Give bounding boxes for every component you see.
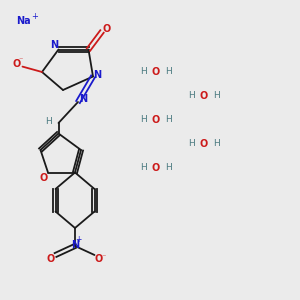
Text: H: H bbox=[165, 68, 172, 76]
Text: O: O bbox=[47, 254, 55, 264]
Text: O: O bbox=[102, 24, 110, 34]
Text: +: + bbox=[32, 12, 38, 21]
Text: H: H bbox=[140, 116, 147, 124]
Text: H: H bbox=[165, 116, 172, 124]
Text: H: H bbox=[213, 92, 220, 100]
Text: O: O bbox=[152, 115, 160, 125]
Text: O: O bbox=[95, 254, 103, 264]
Text: Na: Na bbox=[16, 16, 31, 26]
Text: N: N bbox=[93, 70, 102, 80]
Text: O: O bbox=[200, 91, 208, 101]
Text: ⁻: ⁻ bbox=[19, 55, 23, 64]
Text: O: O bbox=[12, 58, 21, 69]
Text: N: N bbox=[71, 239, 79, 250]
Text: H: H bbox=[188, 140, 195, 148]
Text: O: O bbox=[200, 139, 208, 149]
Text: ⁻: ⁻ bbox=[101, 252, 106, 261]
Text: H: H bbox=[140, 164, 147, 172]
Text: N: N bbox=[79, 94, 88, 104]
Text: N: N bbox=[50, 40, 59, 50]
Text: H: H bbox=[165, 164, 172, 172]
Text: O: O bbox=[152, 67, 160, 77]
Text: H: H bbox=[45, 117, 51, 126]
Text: +: + bbox=[75, 236, 82, 244]
Text: H: H bbox=[188, 92, 195, 100]
Text: H: H bbox=[140, 68, 147, 76]
Text: O: O bbox=[152, 163, 160, 173]
Text: H: H bbox=[213, 140, 220, 148]
Text: O: O bbox=[40, 173, 48, 183]
